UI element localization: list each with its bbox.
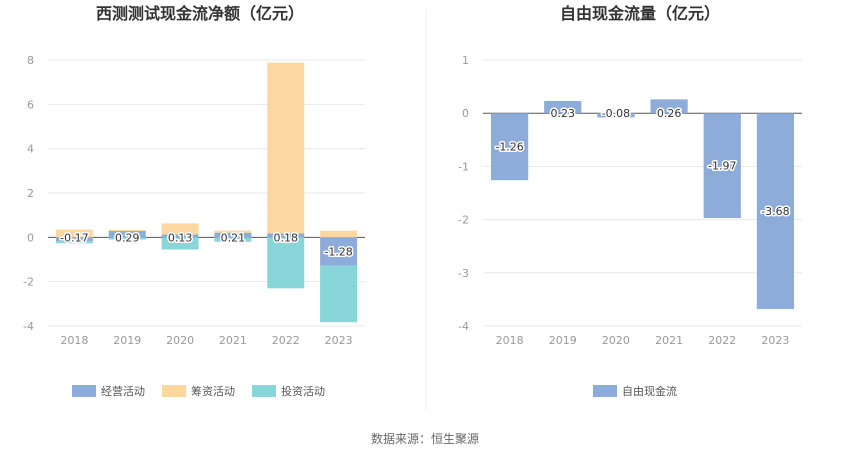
bar-筹资活动-2018 [55,229,93,238]
y-tick-label: -4 [458,320,469,333]
legend-swatch[interactable] [72,385,96,397]
legend-label[interactable]: 筹资活动 [191,384,235,398]
x-tick-label: 2022 [272,334,300,347]
y-tick-label: 1 [462,54,469,67]
bar-投资活动-2019 [108,237,146,240]
data-label: 0.26 [657,107,682,120]
bar-自由现金流-2021 [650,99,688,114]
data-label: 0.21 [221,231,246,244]
data-label: 0.23 [551,107,576,120]
data-label: -1.97 [708,160,736,173]
x-tick-label: 2020 [166,334,194,347]
y-tick-label: 4 [27,143,34,156]
left-chart-title: 西测测试现金流净额（亿元） [96,4,304,23]
bar-自由现金流-2020 [597,113,635,118]
data-label: 0.18 [274,231,299,244]
x-tick-label: 2022 [708,334,736,347]
x-tick-label: 2023 [761,334,789,347]
y-tick-label: 2 [27,187,34,200]
bar-经营活动-2022 [267,233,305,238]
data-label: -0.17 [60,231,88,244]
y-tick-label: -2 [458,214,469,227]
bar-经营活动-2023 [320,237,358,266]
legend-swatch[interactable] [252,385,276,397]
bar-经营活动-2021 [214,232,252,238]
bar-筹资活动-2020 [161,223,199,235]
legend-swatch[interactable] [593,385,617,397]
right-chart: -4 -3 -2 -1 0 1 2018 2019 2020 2021 2022 2023 -1.26 0… [458,54,802,398]
source-note: 数据来源：恒生聚源 [371,431,479,446]
legend-swatch[interactable] [162,385,186,397]
bar-投资活动-2022 [267,237,305,289]
x-tick-label: 2018 [60,334,88,347]
bar-经营活动-2020 [161,234,199,238]
data-label: 0.13 [168,231,193,244]
data-label: 0.29 [115,231,140,244]
bar-自由现金流-2023 [756,113,795,309]
bar-筹资活动-2019 [108,229,146,231]
bar-自由现金流-2019 [544,100,582,114]
legend-label[interactable]: 经营活动 [101,384,145,398]
bar-投资活动-2021 [214,237,252,242]
bar-筹资活动-2022 [267,62,305,234]
y-tick-label: -2 [23,276,34,289]
x-tick-label: 2021 [655,334,683,347]
bar-自由现金流-2022 [703,113,741,219]
y-tick-label: -3 [458,267,469,280]
x-tick-label: 2019 [113,334,141,347]
x-tick-label: 2018 [496,334,524,347]
bar-经营活动-2018 [55,237,93,242]
legend-label[interactable]: 自由现金流 [622,384,677,398]
y-tick-label: 0 [27,231,34,244]
y-tick-label: 6 [27,98,34,111]
bar-筹资活动-2023 [320,230,358,238]
bar-筹资活动-2021 [214,230,252,233]
x-tick-label: 2021 [219,334,247,347]
y-tick-label: 0 [462,107,469,120]
right-chart-title: 自由现金流量（亿元） [560,4,720,23]
x-tick-label: 2019 [549,334,577,347]
y-tick-label: -4 [23,320,34,333]
data-label: -0.08 [602,107,630,120]
x-tick-label: 2023 [325,334,353,347]
bar-投资活动-2018 [55,241,93,244]
data-label: -1.28 [324,246,352,259]
legend-label[interactable]: 投资活动 [281,384,325,398]
y-tick-label: -1 [458,160,469,173]
bar-投资活动-2023 [320,265,358,323]
data-label: -3.68 [761,205,789,218]
left-chart: -4 -2 0 2 4 6 8 2018 2019 2020 2021 2022 2023 -0.17 0.… [23,54,365,398]
bar-经营活动-2019 [108,230,146,238]
bar-自由现金流-2018 [490,113,529,181]
bar-投资活动-2020 [161,237,199,250]
x-tick-label: 2020 [602,334,630,347]
data-label: -1.26 [495,141,523,154]
y-tick-label: 8 [27,54,34,67]
